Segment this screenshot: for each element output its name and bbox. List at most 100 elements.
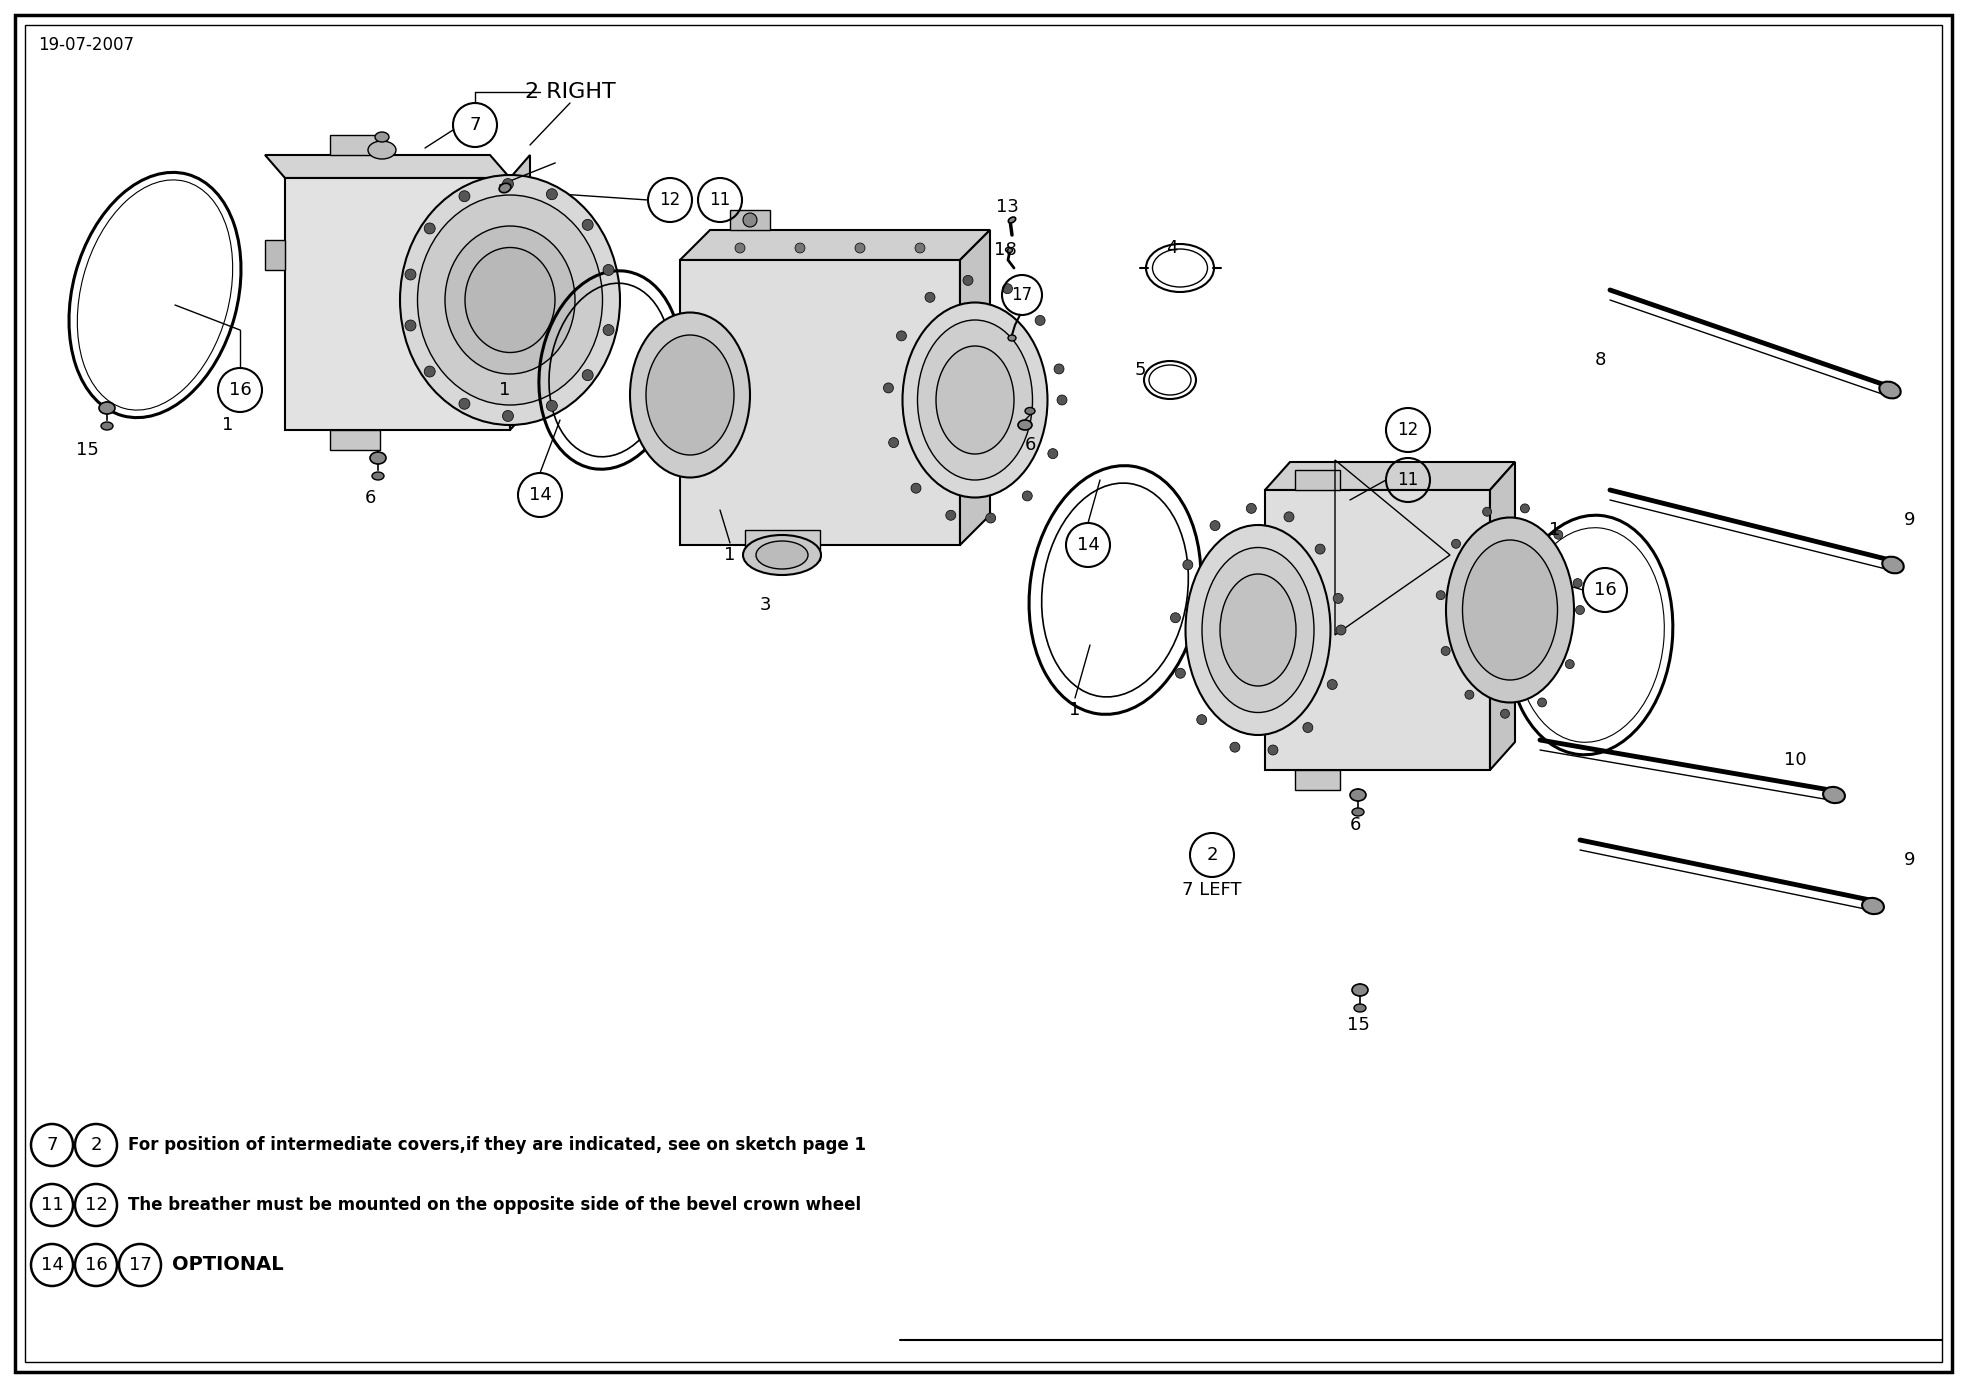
Circle shape [502,179,513,190]
Text: 8: 8 [1595,351,1605,369]
Text: 16: 16 [1593,581,1617,599]
Circle shape [425,366,435,377]
Circle shape [736,243,745,252]
Circle shape [1436,591,1446,599]
Circle shape [915,243,924,252]
Ellipse shape [1446,517,1574,702]
Ellipse shape [1463,540,1558,680]
Circle shape [1003,284,1013,294]
Text: 6: 6 [1349,816,1361,834]
Ellipse shape [1220,574,1296,687]
Text: 12: 12 [659,191,681,209]
Text: For position of intermediate covers,if they are indicated, see on sketch page 1: For position of intermediate covers,if t… [128,1136,865,1154]
Circle shape [924,293,934,302]
Circle shape [1269,745,1279,755]
Text: 19-07-2007: 19-07-2007 [37,36,134,54]
Circle shape [1284,512,1294,522]
Text: 7: 7 [470,117,480,135]
Polygon shape [730,209,769,230]
Ellipse shape [1882,556,1904,573]
Circle shape [1316,544,1326,553]
Ellipse shape [1878,381,1900,398]
Text: 14: 14 [41,1257,63,1275]
Ellipse shape [1005,247,1013,252]
Ellipse shape [917,320,1033,480]
Polygon shape [1245,580,1265,610]
Text: 11: 11 [710,191,730,209]
Text: 12: 12 [1397,422,1418,440]
Ellipse shape [629,312,749,477]
Ellipse shape [1351,809,1363,816]
Text: 1: 1 [222,416,234,434]
Text: 14: 14 [529,485,551,503]
Circle shape [405,320,415,331]
Ellipse shape [372,472,384,480]
Circle shape [1442,646,1450,656]
Circle shape [1048,448,1058,459]
Polygon shape [1489,462,1515,770]
Text: 2: 2 [90,1136,102,1154]
Text: OPTIONAL: OPTIONAL [171,1255,283,1275]
Text: 10: 10 [1784,750,1806,768]
Circle shape [1576,606,1585,614]
Circle shape [547,189,557,200]
Circle shape [1056,395,1066,405]
Ellipse shape [744,535,820,576]
Circle shape [1520,503,1530,513]
Polygon shape [1265,462,1515,490]
Ellipse shape [1007,336,1017,341]
Circle shape [883,383,893,393]
Text: 18: 18 [993,241,1017,259]
Circle shape [1566,660,1574,669]
Ellipse shape [1351,983,1367,996]
Text: 9: 9 [1904,510,1916,528]
Ellipse shape [936,345,1015,454]
Circle shape [911,483,921,494]
Ellipse shape [399,175,620,424]
Text: 16: 16 [85,1257,108,1275]
Circle shape [458,398,470,409]
Text: 15: 15 [75,441,98,459]
Text: 17: 17 [1011,286,1033,304]
Ellipse shape [903,302,1048,498]
Circle shape [1196,714,1206,724]
Text: The breather must be mounted on the opposite side of the bevel crown wheel: The breather must be mounted on the oppo… [128,1196,862,1214]
Circle shape [964,276,974,286]
Text: 14: 14 [1076,535,1100,553]
Text: 15: 15 [1347,1017,1369,1033]
Circle shape [458,191,470,201]
Polygon shape [960,230,989,545]
Circle shape [502,411,513,422]
Circle shape [1574,578,1581,588]
Text: 1: 1 [1070,700,1080,718]
Text: 3: 3 [759,596,771,614]
Ellipse shape [1186,526,1330,735]
Ellipse shape [645,336,734,455]
Circle shape [1176,669,1186,678]
Polygon shape [681,259,960,545]
Ellipse shape [1025,408,1035,415]
Ellipse shape [100,422,112,430]
Circle shape [1023,491,1033,501]
Circle shape [744,214,757,227]
Circle shape [1336,626,1345,635]
Circle shape [1554,530,1564,540]
Circle shape [889,437,899,448]
Ellipse shape [1823,786,1845,803]
Text: 7: 7 [47,1136,57,1154]
Circle shape [1452,540,1461,548]
Ellipse shape [755,541,808,569]
Circle shape [1054,363,1064,374]
Ellipse shape [368,141,395,160]
Circle shape [1247,503,1257,513]
Ellipse shape [376,132,389,141]
Text: 11: 11 [1397,472,1418,490]
Text: 6: 6 [1025,436,1037,454]
Text: 7 LEFT: 7 LEFT [1182,881,1241,899]
Ellipse shape [98,402,114,413]
Circle shape [795,243,805,252]
Text: 17: 17 [128,1257,151,1275]
Text: 13: 13 [995,198,1019,216]
Text: 5: 5 [1135,361,1145,379]
Circle shape [985,513,995,523]
